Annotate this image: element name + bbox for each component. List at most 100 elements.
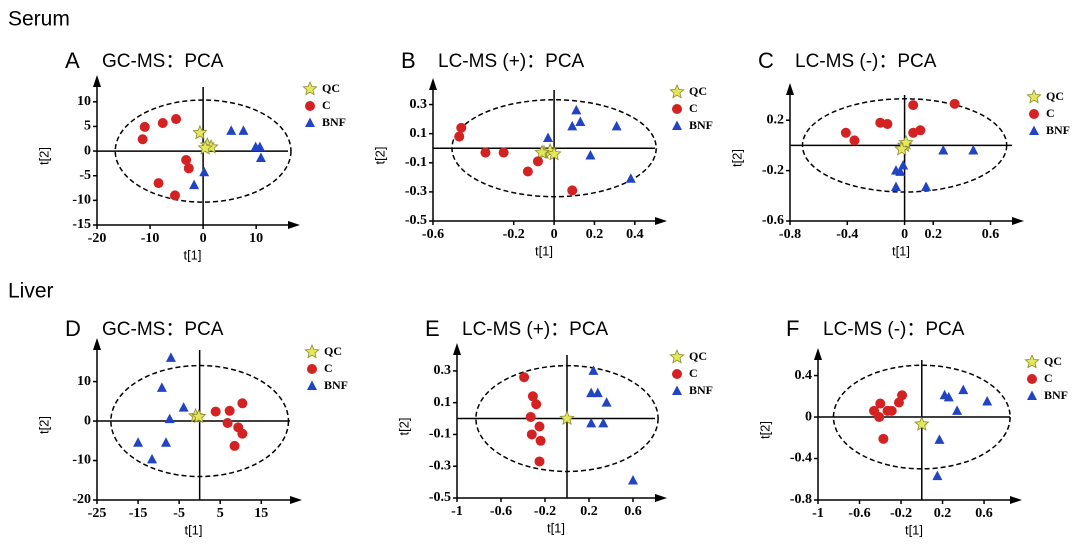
c-point (222, 418, 233, 429)
y-tick-label: 0 (84, 143, 91, 158)
y-tick-label: 0.1 (410, 126, 428, 141)
chart-title: LC-MS (+)：PCA (438, 51, 585, 72)
c-point (875, 398, 886, 409)
bnf-point (585, 150, 596, 160)
y-axis-label: t[2] (757, 421, 772, 439)
c-point (840, 127, 851, 138)
axis-arrow (93, 75, 101, 87)
legend-label: QC (689, 84, 707, 98)
axis-arrow (655, 217, 667, 225)
section-label: Serum (8, 8, 70, 31)
y-tick-label: -0.3 (429, 458, 451, 473)
bnf-point (943, 391, 954, 402)
c-point (534, 456, 545, 467)
bnf-point (305, 117, 315, 127)
y-tick-label: -20 (72, 492, 91, 507)
axis-arrow (290, 496, 302, 504)
bnf-point (672, 385, 682, 395)
x-tick-label: 0.6 (624, 504, 642, 519)
c-point (456, 122, 467, 133)
c-point (525, 411, 536, 422)
bnf-point (921, 181, 932, 191)
bnf-point (586, 417, 597, 428)
c-point (454, 131, 465, 142)
y-tick-label: -0.1 (405, 155, 427, 170)
axis-arrow (1010, 496, 1022, 504)
x-tick-label: 10 (249, 231, 263, 246)
legend-label: BNF (689, 383, 713, 397)
x-tick-label: 0 (200, 231, 207, 246)
y-axis-label: t[2] (729, 149, 744, 167)
c-point (897, 390, 908, 401)
section-label: Liver (8, 280, 54, 303)
bnf-point (307, 380, 317, 390)
bnf-point (958, 384, 969, 395)
x-tick-label: 0.4 (626, 227, 644, 242)
bnf-point (543, 132, 554, 143)
axis-arrow (814, 348, 822, 360)
bnf-point (165, 352, 176, 362)
bnf-point (952, 405, 963, 415)
panel-letter: E (425, 316, 440, 341)
c-point (480, 147, 491, 158)
bnf-point (982, 395, 993, 406)
chart-title: GC-MS：PCA (102, 51, 224, 72)
qc-point (534, 144, 550, 160)
bnf-point (567, 120, 578, 131)
bnf-point (178, 402, 189, 412)
qc-point (1024, 353, 1040, 369)
axis-arrow (93, 338, 101, 350)
c-point (183, 163, 194, 174)
c-point (171, 114, 182, 125)
legend-label: QC (1044, 354, 1062, 368)
bnf-point (938, 144, 949, 155)
bnf-point (601, 397, 612, 407)
bnf-point (628, 475, 638, 485)
y-tick-label: -5 (79, 168, 91, 183)
c-point (1027, 374, 1037, 384)
c-point (532, 156, 543, 167)
y-tick-label: 0.1 (434, 395, 452, 410)
legend-label: C (689, 366, 698, 380)
qc-point (914, 416, 930, 431)
x-tick-label: -0.2 (534, 504, 556, 519)
x-tick-label: 0.6 (982, 227, 1000, 242)
bnf-point (934, 434, 945, 444)
c-point (305, 101, 315, 111)
y-tick-label: -0.5 (429, 490, 451, 505)
bnf-point (890, 181, 901, 191)
legend-label: C (1046, 106, 1055, 120)
bnf-point (898, 160, 909, 170)
bnf-point (226, 125, 237, 135)
bnf-point (164, 413, 175, 424)
y-tick-label: 0.2 (767, 112, 785, 127)
axis-arrow (429, 78, 437, 90)
qc-point (1026, 88, 1042, 104)
legend-label: BNF (1044, 388, 1068, 402)
y-tick-label: 0.3 (434, 363, 452, 378)
axis-arrow (288, 221, 300, 229)
y-axis-label: t[2] (396, 417, 411, 435)
x-tick-label: 0.6 (975, 506, 993, 521)
c-point (169, 190, 180, 201)
x-tick-label: -0.6 (422, 227, 444, 242)
x-axis-label: t[1] (905, 522, 923, 537)
axis-arrow (655, 494, 667, 502)
legend-label: QC (1046, 89, 1064, 103)
c-point (229, 440, 240, 451)
bnf-point (133, 437, 144, 447)
x-axis-label: t[1] (184, 522, 202, 537)
bnf-point (968, 144, 979, 155)
x-tick-label: -0.4 (836, 227, 858, 242)
y-tick-label: 10 (77, 374, 91, 389)
legend-label: BNF (689, 118, 713, 132)
y-tick-label: 0 (805, 409, 812, 424)
c-point (157, 117, 168, 128)
legend-label: BNF (322, 115, 346, 129)
c-point (849, 135, 860, 146)
x-tick-label: 0 (551, 227, 558, 242)
bnf-point (932, 470, 943, 481)
x-tick-label: -0.6 (490, 504, 512, 519)
qc-point (304, 343, 320, 359)
legend-label: C (1044, 371, 1053, 385)
